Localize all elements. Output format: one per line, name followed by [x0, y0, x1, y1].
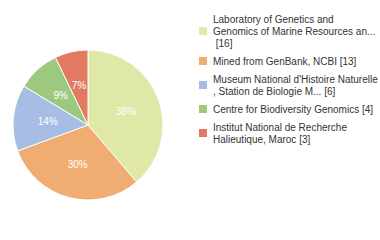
svg-text:[16]: [16]: [213, 38, 233, 49]
svg-text:30%: 30%: [68, 159, 88, 170]
svg-text:Genomics of Marine Resources a: Genomics of Marine Resources an...: [213, 26, 375, 37]
svg-text:Museum National d'Histoire Nat: Museum National d'Histoire Naturelle: [213, 74, 378, 85]
svg-text:, Station de Biologie M... [6]: , Station de Biologie M... [6]: [213, 86, 336, 97]
svg-text:Centre for Biodiversity Genomi: Centre for Biodiversity Genomics [4]: [213, 104, 373, 115]
svg-text:38%: 38%: [116, 106, 136, 117]
svg-text:Institut National de Recherche: Institut National de Recherche: [213, 122, 350, 133]
svg-text:Laboratory of Genetics and: Laboratory of Genetics and: [213, 14, 336, 25]
svg-text:9%: 9%: [54, 90, 69, 101]
svg-text:7%: 7%: [72, 80, 87, 91]
svg-text:Mined from GenBank, NCBI [13]: Mined from GenBank, NCBI [13]: [213, 56, 357, 67]
svg-text:14%: 14%: [38, 116, 58, 127]
svg-text:Halieutique, Maroc [3]: Halieutique, Maroc [3]: [213, 134, 310, 145]
